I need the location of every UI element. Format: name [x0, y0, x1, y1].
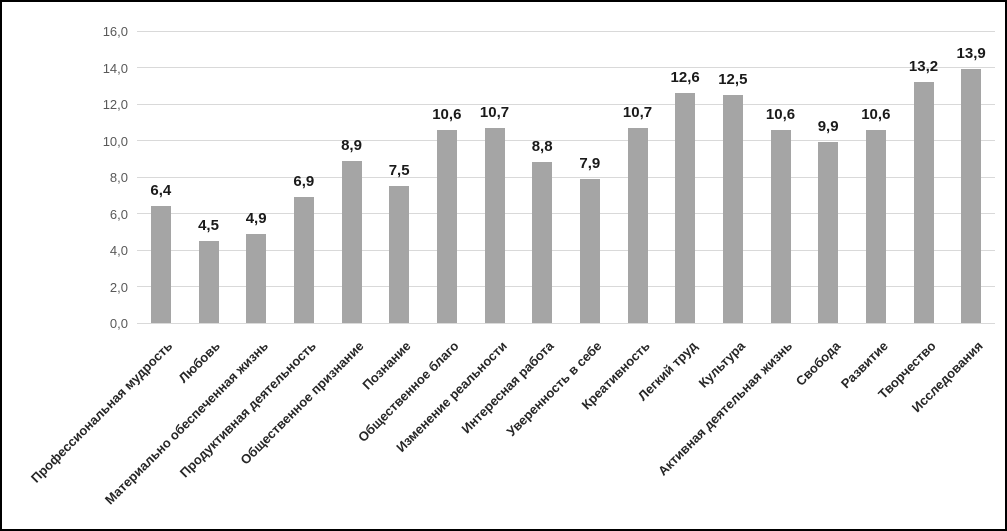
bar-8 [484, 127, 505, 323]
bar-value-label: 12,6 [670, 69, 700, 87]
bar-3 [246, 233, 267, 323]
bar-value-label: 10,6 [861, 105, 891, 123]
y-axis-tick-label: 16,0 [102, 24, 128, 39]
bar-value-label: 13,2 [908, 58, 939, 76]
y-axis-tick-label: 4,0 [109, 243, 128, 258]
bar-value-label: 4,9 [245, 209, 267, 227]
bar-value-label: 7,9 [579, 154, 601, 172]
bar-2 [198, 240, 219, 323]
gridline [137, 213, 995, 214]
bar-10 [579, 178, 600, 323]
bar-value-label: 4,5 [198, 216, 219, 234]
bar-7 [436, 129, 457, 323]
bar-9 [532, 162, 553, 323]
x-axis-category-label: Любовь [176, 338, 224, 386]
bar-1 [150, 206, 171, 323]
bar-value-label: 6,9 [293, 173, 315, 191]
bar-value-label: 8,8 [531, 138, 553, 156]
bar-value-label: 6,4 [150, 182, 172, 200]
bar-value-label: 10,6 [765, 105, 796, 123]
bar-value-label: 13,9 [956, 45, 986, 63]
bar-17 [913, 82, 934, 323]
y-axis-tick-label: 8,0 [109, 170, 128, 185]
x-axis-category-label: Свобода [792, 338, 844, 389]
y-axis-tick-label: 6,0 [109, 206, 128, 222]
gridline [137, 249, 995, 251]
bar-14 [770, 129, 791, 323]
y-axis-tick-label: 12,0 [102, 97, 128, 112]
bar-13 [722, 94, 743, 323]
gridline [137, 103, 995, 105]
gridline [137, 322, 995, 324]
gridline [137, 67, 995, 68]
bar-5 [341, 160, 362, 323]
y-axis-tick-label: 10,0 [102, 133, 128, 149]
bar-6 [389, 186, 410, 323]
bar-4 [293, 197, 314, 323]
bar-value-label: 10,7 [622, 103, 653, 121]
bar-value-label: 10,7 [479, 103, 510, 121]
gridline [137, 176, 995, 178]
bar-15 [818, 142, 839, 323]
bar-value-label: 12,5 [718, 70, 748, 88]
y-axis-tick-label: 0,0 [109, 316, 128, 331]
bar-value-label: 10,6 [432, 105, 462, 123]
bar-11 [627, 127, 648, 323]
bar-12 [675, 93, 696, 323]
bar-16 [865, 129, 886, 323]
bar-value-label: 8,9 [341, 136, 362, 154]
y-axis-tick-label: 2,0 [109, 279, 128, 295]
bar-18 [961, 69, 982, 323]
bar-value-label: 7,5 [388, 162, 410, 180]
gridline [137, 286, 995, 287]
gridline [137, 30, 995, 32]
bar-value-label: 9,9 [817, 118, 839, 136]
gridline [137, 140, 995, 141]
y-axis-tick-label: 14,0 [102, 60, 128, 76]
